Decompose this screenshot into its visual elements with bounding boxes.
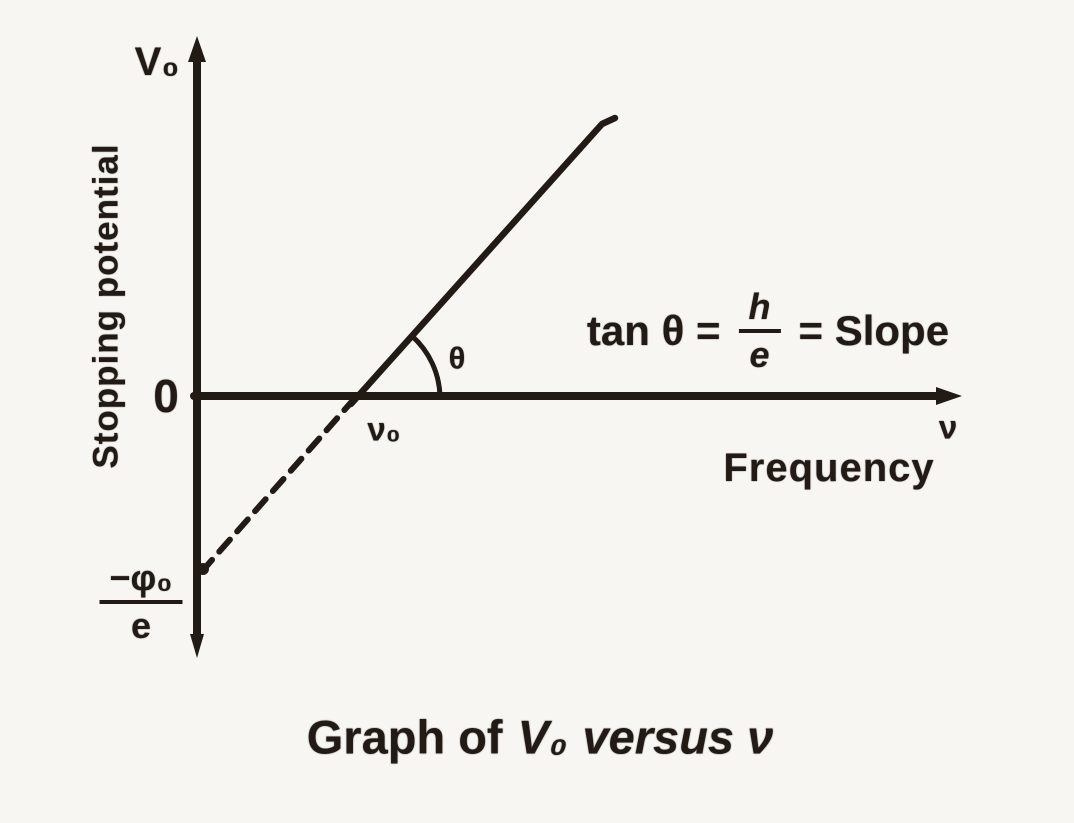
figure-caption: Graph of V₀ versus ν xyxy=(307,710,774,765)
caption-prefix: Graph of xyxy=(306,710,503,764)
y-intercept-numerator: −φ₀ xyxy=(99,560,183,604)
y-intercept-point xyxy=(197,563,209,575)
x-intercept-label: ν₀ xyxy=(367,410,401,448)
origin-label: 0 xyxy=(153,370,179,422)
angle-theta-label: θ xyxy=(448,340,466,376)
angle-theta-arc xyxy=(409,333,443,399)
x-axis-title: Frequency xyxy=(723,446,935,490)
equation-rhs: = Slope xyxy=(798,307,950,354)
equation-lhs: tan θ = xyxy=(586,307,721,354)
y-axis-bottom-tip xyxy=(190,634,204,658)
y-axis-title: Stopping potential xyxy=(86,143,126,469)
y-intercept-denominator: e xyxy=(130,605,152,646)
extrapolation-dashed-line xyxy=(201,395,358,572)
h-over-e-fraction: h e xyxy=(738,289,781,375)
caption-versus-nu: versus ν xyxy=(582,710,774,764)
y-axis-arrowhead xyxy=(188,36,206,62)
x-axis-arrowhead xyxy=(936,387,962,405)
x-axis-symbol-label: ν xyxy=(938,408,958,446)
vo-vs-frequency-line xyxy=(347,114,619,408)
caption-vo-symbol: V₀ xyxy=(517,710,568,764)
fraction-denominator-e: e xyxy=(749,334,770,375)
y-intercept-fraction: −φ₀ e xyxy=(99,560,183,646)
slope-equation: tan θ = h e = Slope xyxy=(587,289,949,373)
fraction-numerator-h: h xyxy=(738,289,781,333)
y-axis-symbol-label: V₀ xyxy=(134,40,180,84)
